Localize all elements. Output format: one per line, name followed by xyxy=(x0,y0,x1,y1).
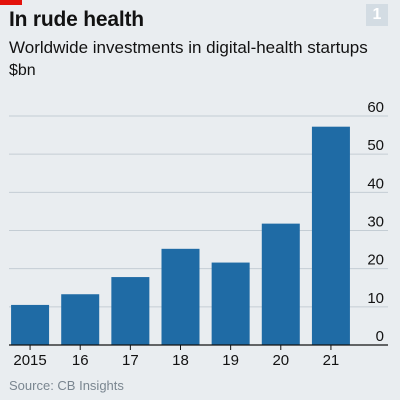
x-tick-label: 16 xyxy=(72,352,89,369)
y-tick-label: 0 xyxy=(376,328,384,345)
x-tick-label: 19 xyxy=(222,352,239,369)
source-note: Source: CB Insights xyxy=(9,378,124,393)
x-tick-label: 17 xyxy=(122,352,139,369)
bar xyxy=(261,223,300,345)
x-tick-label: 20 xyxy=(272,352,289,369)
chart-title: In rude health xyxy=(9,8,144,31)
bar xyxy=(211,262,250,345)
x-tick-label: 18 xyxy=(172,352,189,369)
y-tick-label: 50 xyxy=(367,137,384,154)
chart-subtitle: Worldwide investments in digital-health … xyxy=(9,38,368,57)
bar xyxy=(161,248,200,345)
y-tick-label: 10 xyxy=(367,290,384,307)
y-tick-label: 30 xyxy=(367,214,384,231)
accent-tag xyxy=(0,0,22,5)
y-axis-unit: $bn xyxy=(9,62,36,79)
chart-number-badge: 1 xyxy=(366,4,388,26)
bar xyxy=(11,304,50,345)
bar xyxy=(61,294,100,345)
y-tick-label: 40 xyxy=(367,175,384,192)
y-tick-label: 60 xyxy=(367,99,384,116)
x-tick-label: 21 xyxy=(323,352,340,369)
bar xyxy=(111,277,150,345)
y-tick-label: 20 xyxy=(367,252,384,269)
x-tick-label: 2015 xyxy=(13,352,46,369)
bar xyxy=(311,126,350,345)
